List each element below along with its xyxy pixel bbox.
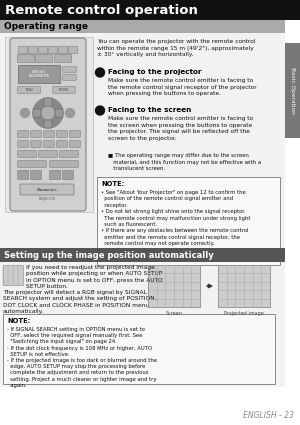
FancyBboxPatch shape xyxy=(31,141,41,147)
FancyBboxPatch shape xyxy=(63,67,76,72)
Bar xyxy=(285,43,300,138)
FancyBboxPatch shape xyxy=(70,141,80,147)
FancyBboxPatch shape xyxy=(70,131,80,137)
Text: NOTE:: NOTE: xyxy=(7,318,30,324)
Text: PROJECTOR: PROJECTOR xyxy=(39,197,56,201)
Text: Projected image: Projected image xyxy=(224,311,264,316)
Bar xyxy=(218,265,270,307)
FancyBboxPatch shape xyxy=(57,131,67,137)
Text: If you need to readjust the projected image
position while projecting or when AU: If you need to readjust the projected im… xyxy=(26,265,163,289)
FancyBboxPatch shape xyxy=(50,170,61,179)
Text: NOTE:: NOTE: xyxy=(101,181,124,187)
FancyBboxPatch shape xyxy=(18,161,46,167)
FancyBboxPatch shape xyxy=(38,46,47,54)
FancyBboxPatch shape xyxy=(18,131,28,137)
FancyBboxPatch shape xyxy=(18,151,36,157)
Circle shape xyxy=(20,108,29,117)
FancyBboxPatch shape xyxy=(49,46,58,54)
Bar xyxy=(0,262,285,387)
Text: Remote control operation: Remote control operation xyxy=(5,3,198,17)
Text: Facing to the projector: Facing to the projector xyxy=(108,69,202,75)
Text: RETURN: RETURN xyxy=(59,88,69,92)
Text: - If SIGNAL SEARCH setting in OPTION menu is set to
  OFF, select the required s: - If SIGNAL SEARCH setting in OPTION men… xyxy=(7,327,157,388)
FancyBboxPatch shape xyxy=(44,141,54,147)
Bar xyxy=(0,248,285,262)
Text: Operating range: Operating range xyxy=(4,22,88,31)
Bar xyxy=(5,37,93,212)
Text: Screen: Screen xyxy=(166,311,182,316)
FancyBboxPatch shape xyxy=(68,46,77,54)
Bar xyxy=(3,265,23,285)
FancyBboxPatch shape xyxy=(39,151,57,157)
Text: ENGLISH - 23: ENGLISH - 23 xyxy=(243,411,294,420)
FancyBboxPatch shape xyxy=(55,109,63,117)
Circle shape xyxy=(42,107,54,119)
Text: You can operate the projector with the remote control
within the remote range 15: You can operate the projector with the r… xyxy=(97,39,255,57)
Bar xyxy=(18,65,60,83)
Bar xyxy=(0,0,300,20)
Bar xyxy=(0,33,285,248)
Text: WIRELESS
PRESENTATION: WIRELESS PRESENTATION xyxy=(28,70,50,78)
Text: Setting up the image position automatically: Setting up the image position automatica… xyxy=(4,250,214,260)
FancyBboxPatch shape xyxy=(28,46,38,54)
FancyBboxPatch shape xyxy=(44,120,52,128)
FancyBboxPatch shape xyxy=(55,54,71,62)
Text: ■ The operating range may differ due to the screen
   material, and this functio: ■ The operating range may differ due to … xyxy=(108,153,261,171)
FancyBboxPatch shape xyxy=(57,141,67,147)
Circle shape xyxy=(95,68,104,77)
FancyBboxPatch shape xyxy=(33,109,41,117)
Bar xyxy=(0,20,285,33)
FancyBboxPatch shape xyxy=(17,170,28,179)
Bar xyxy=(97,177,280,265)
Circle shape xyxy=(95,106,104,115)
FancyBboxPatch shape xyxy=(62,170,74,179)
FancyBboxPatch shape xyxy=(31,170,41,179)
FancyBboxPatch shape xyxy=(19,46,28,54)
FancyBboxPatch shape xyxy=(44,98,52,106)
Text: Make sure the remote control emitter is facing to
the screen when pressing the b: Make sure the remote control emitter is … xyxy=(108,116,253,141)
Text: Facing to the screen: Facing to the screen xyxy=(108,107,191,113)
FancyBboxPatch shape xyxy=(63,75,76,80)
Bar xyxy=(148,265,200,307)
FancyBboxPatch shape xyxy=(35,54,52,62)
Text: The projector will detect a RGB signal by SIGNAL
SEARCH system and adjust the se: The projector will detect a RGB signal b… xyxy=(3,290,157,314)
FancyBboxPatch shape xyxy=(10,38,86,211)
FancyBboxPatch shape xyxy=(44,131,54,137)
Circle shape xyxy=(33,98,63,128)
Circle shape xyxy=(65,108,74,117)
FancyBboxPatch shape xyxy=(50,161,78,167)
Bar xyxy=(3,314,275,384)
Text: Basic Operation: Basic Operation xyxy=(290,67,295,114)
Text: • See "About Your Projector" on page 12 to confirm the
  position of the remote : • See "About Your Projector" on page 12 … xyxy=(101,190,250,246)
FancyBboxPatch shape xyxy=(31,131,41,137)
Text: Panasonic: Panasonic xyxy=(37,187,57,192)
FancyBboxPatch shape xyxy=(17,54,34,62)
Text: MENU: MENU xyxy=(25,88,33,92)
FancyBboxPatch shape xyxy=(53,87,75,94)
FancyBboxPatch shape xyxy=(60,151,78,157)
FancyBboxPatch shape xyxy=(20,184,74,195)
FancyBboxPatch shape xyxy=(18,87,40,94)
Text: Make sure the remote control emitter is facing to
the remote control signal rece: Make sure the remote control emitter is … xyxy=(108,78,256,96)
FancyBboxPatch shape xyxy=(58,46,68,54)
FancyBboxPatch shape xyxy=(18,141,28,147)
